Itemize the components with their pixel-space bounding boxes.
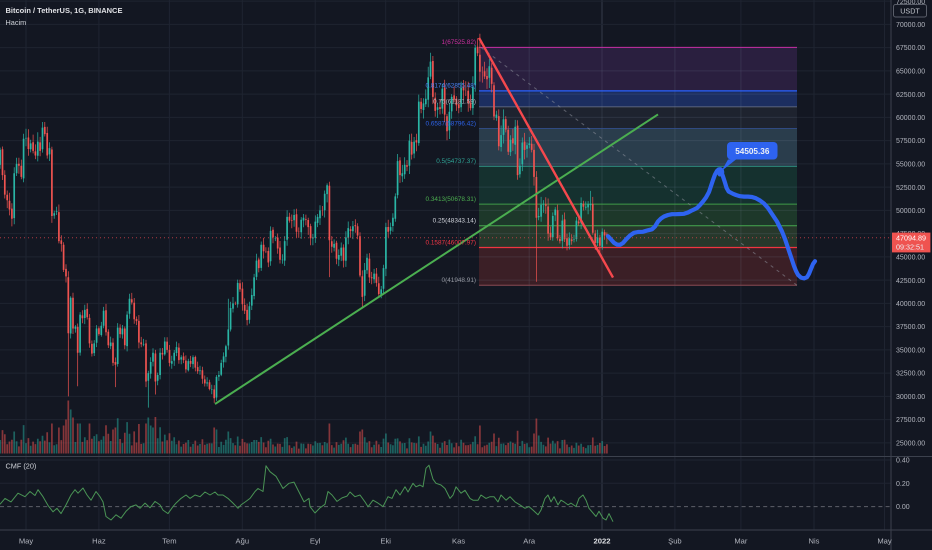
svg-text:Bitcoin / TetherUS, 1G, BINANC: Bitcoin / TetherUS, 1G, BINANCE [6,6,123,15]
svg-text:32500.00: 32500.00 [896,371,925,378]
svg-text:65000.00: 65000.00 [896,69,925,76]
svg-text:Haz: Haz [92,537,106,546]
svg-text:0.1587(46007.97): 0.1587(46007.97) [426,239,476,246]
svg-text:27500.00: 27500.00 [896,417,925,424]
svg-text:70000.00: 70000.00 [896,22,925,29]
svg-text:Kas: Kas [452,537,465,546]
svg-text:0.8174(62855.48): 0.8174(62855.48) [426,83,476,90]
svg-text:0.25(48343.14): 0.25(48343.14) [433,218,476,225]
svg-text:Hacim: Hacim [6,18,27,27]
svg-text:54505.36: 54505.36 [735,147,770,156]
svg-text:May: May [877,537,892,546]
svg-text:0.6587(58796.42): 0.6587(58796.42) [426,120,476,127]
svg-text:Ağu: Ağu [236,537,250,546]
svg-text:0.40: 0.40 [896,458,910,465]
svg-text:0.20: 0.20 [896,481,910,488]
svg-text:0.00: 0.00 [896,504,910,511]
svg-text:60000.00: 60000.00 [896,115,925,122]
svg-text:30000.00: 30000.00 [896,394,925,401]
svg-text:40000.00: 40000.00 [896,301,925,308]
svg-text:2022: 2022 [593,537,610,546]
svg-text:37500.00: 37500.00 [896,324,925,331]
svg-text:45000.00: 45000.00 [896,255,925,262]
svg-text:Nis: Nis [809,537,820,546]
svg-text:42500.00: 42500.00 [896,278,925,285]
svg-text:72500.00: 72500.00 [896,0,925,6]
svg-text:USDT: USDT [900,7,920,16]
svg-text:0(41948.91): 0(41948.91) [442,277,476,284]
svg-text:0.5(54737.37): 0.5(54737.37) [436,158,476,165]
svg-text:May: May [19,537,34,546]
svg-text:62500.00: 62500.00 [896,92,925,99]
svg-text:CMF (20): CMF (20) [6,462,37,471]
svg-text:09:32:51: 09:32:51 [896,243,924,252]
svg-text:0.3413(50678.31): 0.3413(50678.31) [426,196,476,203]
svg-text:Mar: Mar [734,537,748,546]
svg-text:25000.00: 25000.00 [896,441,925,448]
svg-text:67500.00: 67500.00 [896,45,925,52]
svg-text:Eki: Eki [380,537,391,546]
svg-text:55000.00: 55000.00 [896,162,925,169]
svg-text:Ara: Ara [523,537,536,546]
svg-text:Şub: Şub [668,537,682,546]
svg-text:1(67525.82): 1(67525.82) [442,39,476,46]
svg-text:50000.00: 50000.00 [896,208,925,215]
svg-text:0.75(61131.59): 0.75(61131.59) [433,99,476,106]
svg-text:Eyl: Eyl [310,537,321,546]
svg-text:35000.00: 35000.00 [896,348,925,355]
svg-text:57500.00: 57500.00 [896,138,925,145]
svg-text:52500.00: 52500.00 [896,185,925,192]
svg-text:47094.89: 47094.89 [896,233,926,242]
svg-text:Tem: Tem [162,537,176,546]
